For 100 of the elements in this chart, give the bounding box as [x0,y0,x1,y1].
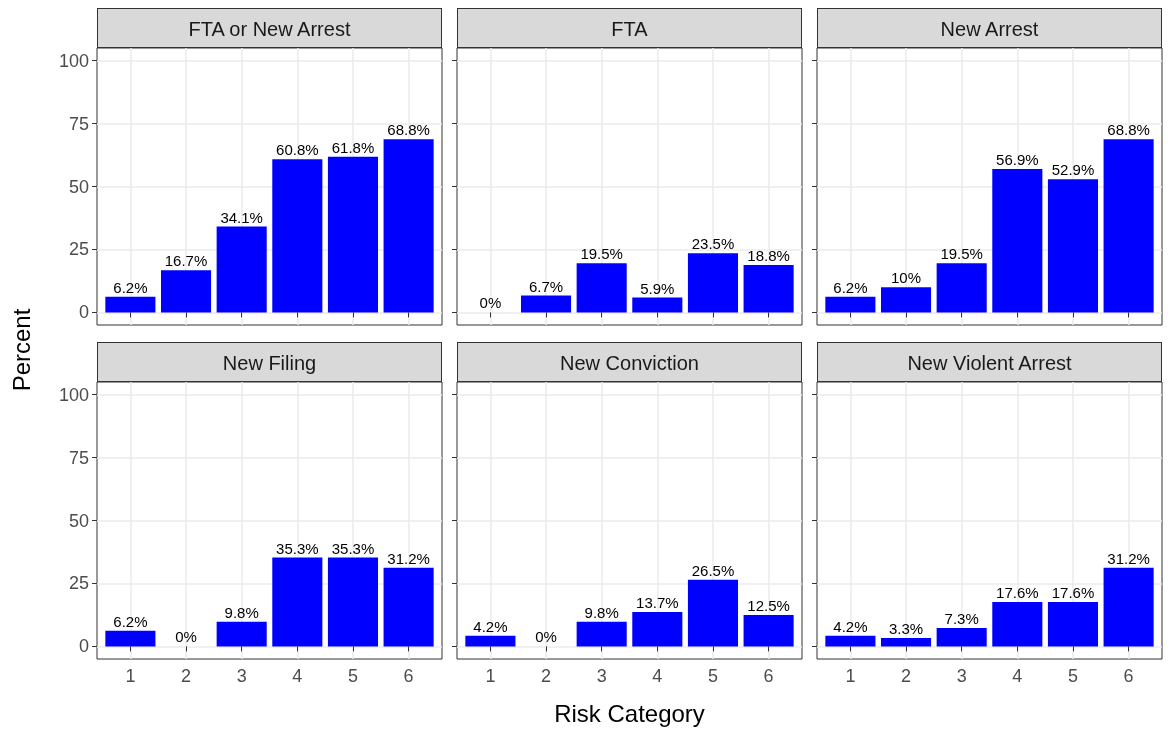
x-tick-label: 1 [485,666,496,686]
y-tick-label: 0 [78,636,89,657]
y-tick-label: 100 [58,50,89,71]
x-tick-label: 6 [403,666,414,686]
bar [272,557,323,647]
bar [825,635,876,647]
x-tick-label: 4 [292,666,303,686]
data-label: 23.5% [691,235,735,253]
bar [1103,567,1154,647]
bar [327,156,379,313]
x-axis-title: Risk Category [554,700,705,728]
bar [1047,602,1099,647]
bar [576,263,627,313]
bar [216,621,267,647]
data-label: 19.5% [940,245,983,263]
bar [936,263,987,313]
y-tick-label: 75 [68,447,89,468]
data-label: 35.3% [276,539,319,557]
data-label: 31.2% [387,549,430,567]
data-label: 17.6% [996,584,1039,602]
bar [880,287,932,313]
x-tick-label: 2 [901,666,912,686]
x-tick-label: 4 [1012,666,1023,686]
x-tick-label: 3 [236,666,247,686]
chart-title: New Violent Arrest [817,342,1162,382]
bar [576,621,627,647]
data-label: 9.8% [584,603,619,621]
x-tick-label: 6 [763,666,774,686]
bar [383,567,434,647]
x-tick-label: 1 [125,666,136,686]
bar [216,226,267,313]
bar [632,297,683,313]
data-label: 0% [479,294,502,312]
bar [632,611,683,647]
bar [520,295,572,313]
y-tick-label: 0 [78,302,89,323]
bar [936,628,987,647]
x-tick-label: 5 [347,666,358,686]
data-label: 7.3% [944,610,979,628]
y-tick-label: 50 [68,510,89,531]
x-tick-label: 2 [181,666,192,686]
bar [105,296,156,313]
data-label: 6.2% [113,278,148,296]
data-label: 6.7% [528,277,564,295]
y-tick-label: 50 [68,176,89,197]
y-tick-label: 25 [68,573,89,594]
data-label: 4.2% [833,617,868,635]
data-label: 52.9% [1051,161,1095,179]
data-label: 13.7% [636,593,679,611]
x-tick-label: 3 [596,666,607,686]
chart-title: New Filing [97,342,442,382]
bar [687,253,739,313]
data-label: 26.5% [691,561,735,579]
data-label: 0% [175,628,197,646]
x-tick-label: 4 [652,666,663,686]
x-tick-label: 2 [541,666,552,686]
data-label: 16.7% [164,252,208,270]
chart-title: FTA [457,8,802,48]
y-tick-label: 25 [68,239,89,260]
y-axis-title: Percent [8,308,36,392]
data-label: 3.3% [888,620,924,638]
data-label: 9.8% [224,603,259,621]
bar [992,169,1043,313]
x-tick-label: 1 [845,666,856,686]
y-tick-label: 75 [68,113,89,134]
data-label: 68.8% [387,121,430,139]
data-label: 12.5% [747,596,790,614]
bar [825,296,876,313]
data-label: 4.2% [473,617,508,635]
bar [880,638,932,647]
chart-title: New Conviction [457,342,802,382]
bar [272,159,323,313]
chart-title: FTA or New Arrest [97,8,442,48]
data-label: 34.1% [220,208,263,226]
data-label: 60.8% [276,141,319,159]
data-label: 6.2% [833,278,868,296]
data-label: 5.9% [640,279,675,297]
data-label: 35.3% [331,539,375,557]
x-tick-label: 5 [1067,666,1078,686]
data-label: 6.2% [113,612,148,630]
y-tick-label: 100 [58,384,89,405]
x-tick-label: 3 [956,666,967,686]
data-label: 0% [535,628,557,646]
chart-title: New Arrest [817,8,1162,48]
data-label: 56.9% [996,151,1039,169]
bar [743,614,794,647]
bar [105,630,156,647]
data-label: 10% [891,269,922,287]
bar [465,635,516,647]
bar [1047,179,1099,313]
bar [743,265,794,313]
bar [687,579,739,647]
bar [383,139,434,313]
x-tick-label: 5 [707,666,718,686]
data-label: 17.6% [1051,584,1095,602]
x-tick-label: 6 [1123,666,1134,686]
bar [327,557,379,647]
bar [1103,139,1154,313]
data-label: 68.8% [1107,121,1150,139]
data-label: 31.2% [1107,549,1150,567]
